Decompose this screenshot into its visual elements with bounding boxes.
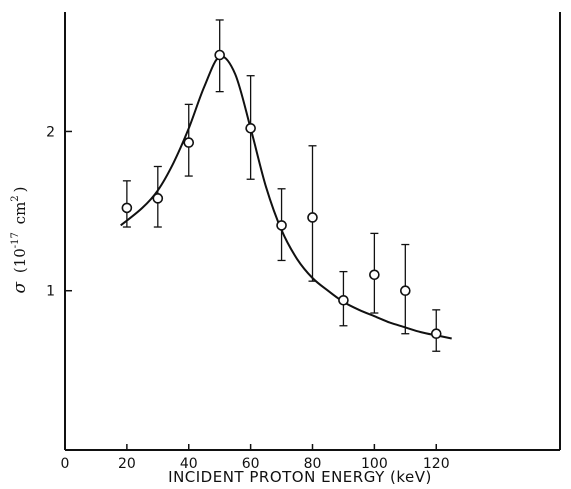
x-tick-label: 80 — [304, 456, 322, 472]
y-axis-unit: cm — [11, 202, 29, 225]
x-tick-label: 20 — [118, 456, 136, 472]
y-axis-unit-exp: 2 — [10, 195, 21, 201]
data-point — [245, 122, 256, 134]
x-tick-label: 120 — [423, 456, 450, 472]
y-axis-label: σ (10-17 cm2) — [4, 186, 30, 293]
y-tick-label: 2 — [46, 124, 55, 140]
error-bars — [122, 19, 441, 352]
data-point — [400, 285, 411, 297]
y-axis-close: ) — [11, 186, 29, 192]
y-tick-label: 1 — [46, 284, 55, 300]
data-point — [183, 137, 195, 148]
data-point — [121, 202, 133, 214]
data-points — [121, 49, 442, 340]
x-tick-label: 40 — [180, 456, 198, 472]
y-axis-exp: -17 — [10, 232, 21, 248]
x-axis-label: INCIDENT PROTON ENERGY (keV) — [168, 468, 432, 486]
x-tick-label: 0 — [61, 456, 70, 472]
y-axis-symbol: σ — [10, 282, 30, 294]
data-point — [369, 269, 380, 281]
x-tick-label: 100 — [361, 456, 388, 472]
data-point — [338, 294, 349, 306]
data-point — [430, 328, 442, 340]
y-ticks: 12 — [46, 124, 72, 300]
data-point — [307, 212, 318, 223]
x-tick-label: 60 — [242, 456, 260, 472]
x-ticks: 0 20 40 60 80 100 120 — [61, 444, 450, 472]
data-point — [152, 193, 164, 204]
data-point — [276, 220, 287, 231]
data-point — [214, 49, 225, 61]
fit-curve — [120, 55, 452, 340]
y-axis-open: (10 — [11, 248, 29, 273]
